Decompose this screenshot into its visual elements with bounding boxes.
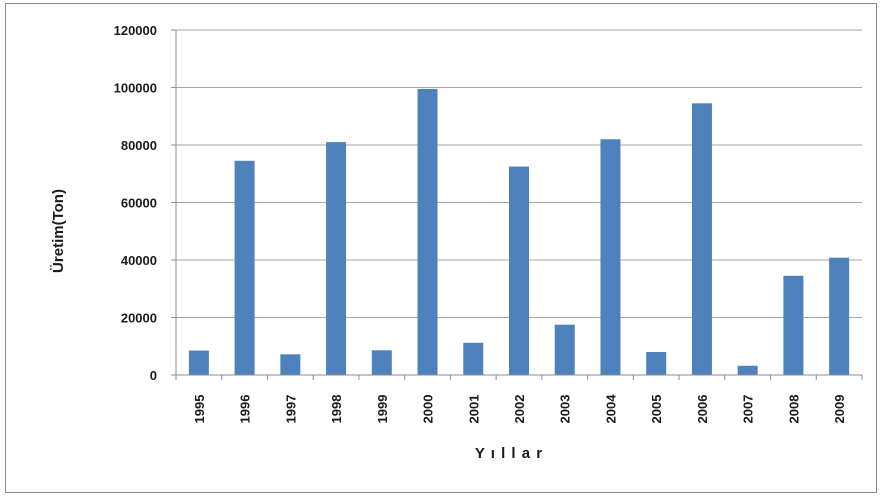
- y-tick-label: 0: [150, 368, 157, 383]
- x-tick-label-1995: 1995: [192, 395, 207, 424]
- x-tick-label-2006: 2006: [695, 395, 710, 424]
- bar-2008: [783, 275, 804, 375]
- y-tick-label: 100000: [114, 81, 157, 96]
- x-tick-labels: 1995 1996 1997 1998 1999 2000 2001 2002 2003 2004…: [192, 394, 847, 424]
- x-tick-label-1997: 1997: [283, 395, 298, 424]
- x-tick-label-2009: 2009: [832, 395, 847, 424]
- x-tick-label-1998: 1998: [329, 395, 344, 424]
- x-tick-label-2000: 2000: [421, 395, 436, 424]
- bar-2004: [600, 139, 621, 375]
- y-tick-label: 60000: [121, 196, 157, 211]
- axes: [171, 29, 863, 380]
- bar-1999: [371, 350, 392, 375]
- y-axis-title: Üretim(Ton): [50, 189, 67, 273]
- x-tick-label-1999: 1999: [375, 395, 390, 424]
- bar-2006: [691, 103, 712, 375]
- gridlines: [176, 29, 862, 318]
- bar-2001: [463, 342, 484, 375]
- bar-1995: [188, 350, 209, 375]
- y-tick-label: 80000: [121, 138, 157, 153]
- x-axis-title: Y ı l l a r: [475, 445, 543, 462]
- bar-2005: [646, 352, 667, 375]
- x-tick-label-2007: 2007: [741, 395, 756, 424]
- bar-2003: [554, 324, 575, 375]
- y-tick-label: 40000: [121, 253, 157, 268]
- x-tick-label-2004: 2004: [603, 394, 618, 424]
- x-tick-label-2002: 2002: [512, 395, 527, 424]
- bar-1998: [326, 142, 347, 375]
- x-tick-label-1996: 1996: [238, 395, 253, 424]
- x-tick-label-2005: 2005: [649, 395, 664, 424]
- bar-2000: [417, 88, 438, 375]
- bar-2009: [829, 257, 850, 375]
- y-tick-labels: 0 20000 40000 60000 80000 100000 120000: [114, 23, 157, 383]
- chart-frame: [5, 3, 877, 493]
- bar-1996: [234, 160, 255, 375]
- bars: [188, 88, 850, 375]
- x-tick-label-2003: 2003: [558, 395, 573, 424]
- bar-1997: [280, 354, 301, 375]
- x-tick-label-2001: 2001: [466, 395, 481, 424]
- bar-2002: [509, 166, 529, 375]
- y-tick-label: 20000: [121, 311, 157, 326]
- y-tick-label: 120000: [114, 23, 157, 38]
- bar-2007: [737, 365, 758, 375]
- x-tick-label-2008: 2008: [786, 395, 801, 424]
